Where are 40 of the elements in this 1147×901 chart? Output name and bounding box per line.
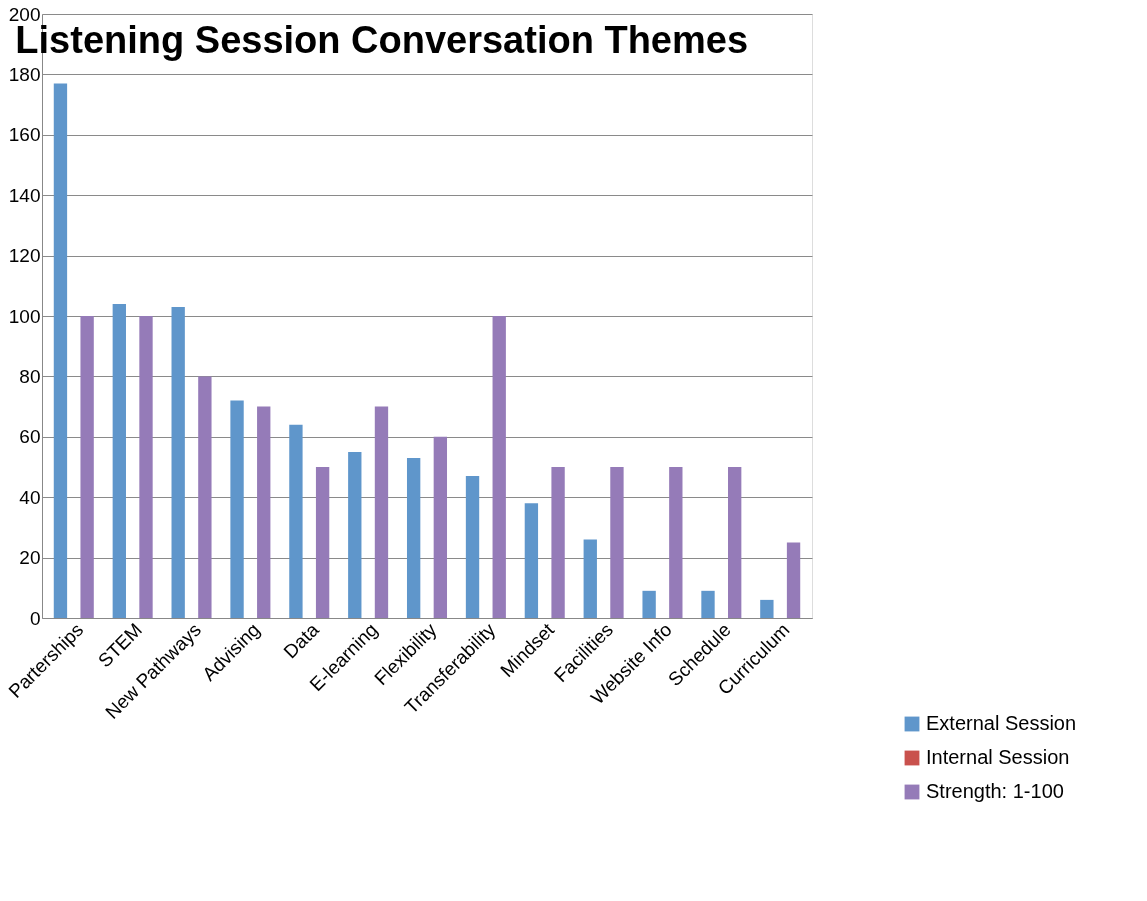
bar — [112, 303, 126, 618]
bar — [492, 316, 506, 618]
bar — [171, 306, 185, 618]
y-tick-label: 80 — [19, 365, 41, 387]
y-tick-label: 40 — [19, 486, 41, 508]
bar — [786, 542, 801, 618]
y-tick-label: 160 — [8, 124, 41, 146]
bar — [80, 316, 94, 618]
bar — [315, 467, 330, 618]
bar — [289, 424, 303, 618]
legend-label: External Session — [926, 712, 1077, 734]
bar — [701, 590, 715, 618]
bar — [465, 476, 480, 618]
bar — [53, 83, 68, 618]
bar — [257, 406, 271, 618]
bar — [642, 590, 656, 618]
bar — [198, 376, 212, 618]
y-tick-label: 120 — [8, 245, 41, 267]
bar — [374, 406, 389, 618]
bar — [728, 467, 742, 618]
bar — [760, 599, 774, 618]
legend-label: Internal Session — [926, 746, 1070, 768]
bar — [610, 467, 624, 618]
legend-label: Strength: 1-100 — [926, 780, 1064, 802]
y-tick-label: 20 — [19, 547, 41, 569]
bar — [230, 400, 244, 618]
y-tick-label: 180 — [8, 63, 41, 85]
bar — [669, 467, 683, 618]
y-tick-label: 200 — [8, 3, 41, 25]
bar — [406, 457, 421, 618]
bar — [524, 503, 539, 618]
y-tick-label: 0 — [29, 607, 41, 629]
bar — [139, 316, 153, 618]
bar — [551, 467, 565, 618]
y-tick-label: 60 — [19, 426, 41, 448]
y-tick-label: 140 — [8, 184, 41, 206]
y-tick-label: 100 — [8, 305, 41, 327]
bar — [583, 539, 597, 618]
bar — [433, 436, 448, 618]
bar — [348, 451, 362, 618]
